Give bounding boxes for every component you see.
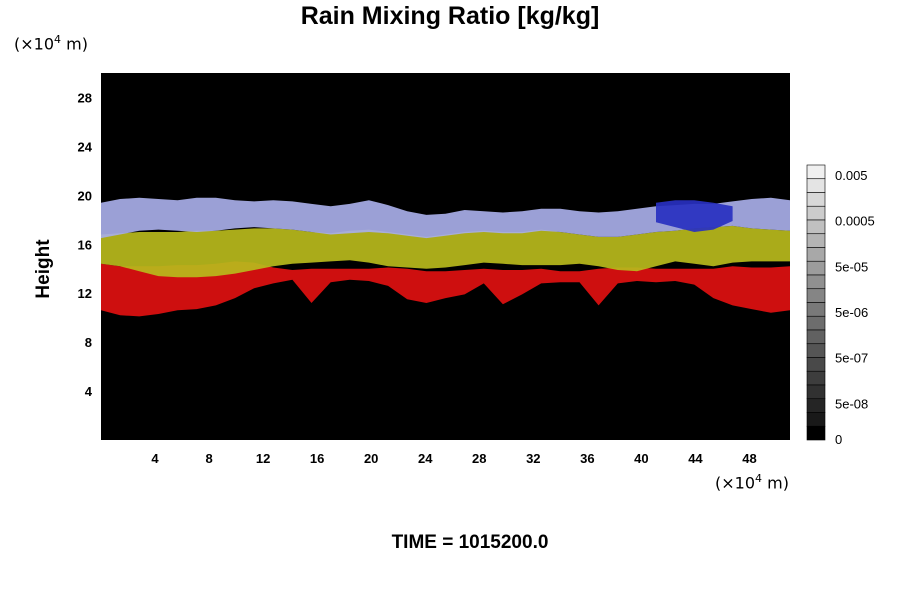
colorbar-segment	[806, 384, 826, 400]
x-tick-labels: 4 8 12 16 20 24 28 32 36 40 44 48	[151, 451, 756, 466]
band-blue	[656, 200, 733, 232]
colorbar-segment	[806, 398, 826, 413]
colorbar-segment	[806, 425, 826, 441]
colorbar-segment	[806, 260, 826, 276]
time-label: TIME = 1015200.0	[391, 532, 549, 553]
x-tick-label: 40	[634, 451, 648, 466]
chart-title: Rain Mixing Ratio [kg/kg]	[300, 2, 600, 30]
x-tick-label: 4	[151, 451, 159, 466]
y-tick-label: 20	[78, 188, 92, 203]
band-red	[101, 261, 790, 317]
colorbar-segment	[806, 329, 826, 345]
colorbar-segment	[806, 357, 826, 372]
colorbar-tick-label: 5e-07	[835, 351, 868, 366]
data-layers	[101, 197, 790, 317]
colorbar-tick-label: 5e-06	[835, 305, 868, 320]
colorbar-segment	[806, 302, 826, 317]
x-tick-label: 32	[526, 451, 540, 466]
band-lavender	[101, 197, 790, 239]
colorbar-segment	[806, 247, 826, 262]
colorbar-segment	[806, 178, 826, 193]
colorbar-segment	[806, 288, 826, 303]
y-tick-label: 4	[85, 384, 93, 399]
colorbar-segment	[806, 274, 826, 290]
colorbar: 0.005 0.0005 5e-05 5e-06 5e-07 5e-08 0	[806, 164, 875, 447]
x-axis-unit: (×104 m)	[715, 472, 789, 493]
x-tick-label: 28	[472, 451, 486, 466]
y-tick-labels: 4 8 12 16 20 24 28	[78, 90, 93, 399]
colorbar-tick-label: 0.0005	[835, 214, 875, 229]
y-tick-label: 8	[85, 335, 92, 350]
x-tick-label: 48	[742, 451, 756, 466]
y-tick-label: 28	[78, 90, 92, 105]
colorbar-tick-label: 0.005	[835, 168, 868, 183]
colorbar-tick-label: 5e-08	[835, 396, 868, 411]
y-tick-label: 16	[78, 237, 92, 252]
colorbar-segment	[806, 233, 826, 248]
colorbar-segment	[806, 343, 826, 358]
colorbar-tick-label: 0	[835, 432, 842, 447]
colorbar-segment	[806, 412, 826, 427]
x-tick-label: 24	[418, 451, 433, 466]
colorbar-segment	[806, 192, 826, 207]
colorbar-segment	[806, 219, 826, 235]
y-tick-label: 24	[78, 139, 93, 154]
x-tick-label: 16	[310, 451, 324, 466]
x-tick-label: 8	[205, 451, 212, 466]
colorbar-tick-label: 5e-05	[835, 259, 868, 274]
colorbar-segment	[806, 164, 826, 180]
colorbar-segment	[806, 205, 826, 221]
y-tick-label: 12	[78, 286, 92, 301]
y-axis-unit: (×104 m)	[14, 33, 88, 54]
colorbar-segment	[806, 315, 826, 331]
colorbar-segment	[806, 370, 826, 386]
band-yellow	[101, 225, 790, 278]
x-tick-label: 36	[580, 451, 594, 466]
x-tick-label: 12	[256, 451, 270, 466]
x-tick-label: 20	[364, 451, 378, 466]
x-tick-label: 44	[688, 451, 703, 466]
